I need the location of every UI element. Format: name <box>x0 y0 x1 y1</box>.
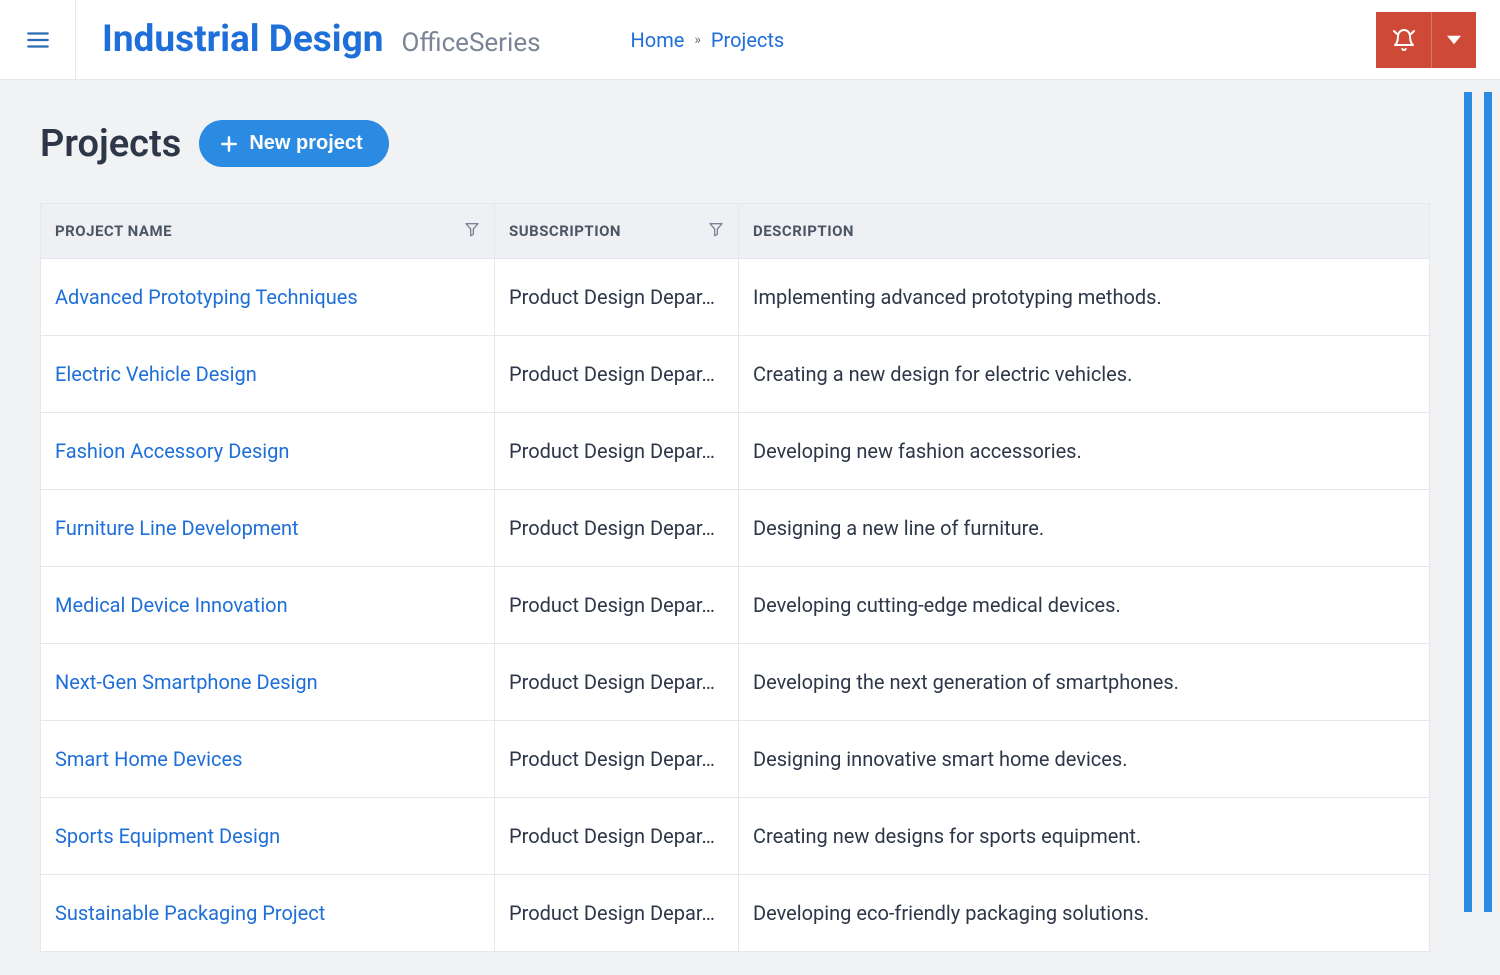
project-subscription: Product Design Depar… <box>495 336 739 413</box>
project-description: Implementing advanced prototyping method… <box>739 259 1430 336</box>
user-menu-button[interactable] <box>1432 12 1476 68</box>
table-row: Medical Device InnovationProduct Design … <box>41 567 1430 644</box>
project-name-link[interactable]: Advanced Prototyping Techniques <box>41 259 495 336</box>
project-description: Developing the next generation of smartp… <box>739 644 1430 721</box>
project-description: Developing new fashion accessories. <box>739 413 1430 490</box>
breadcrumb: Home » Projects <box>631 28 785 52</box>
table-row: Electric Vehicle DesignProduct Design De… <box>41 336 1430 413</box>
project-description: Designing a new line of furniture. <box>739 490 1430 567</box>
project-name-link[interactable]: Furniture Line Development <box>41 490 495 567</box>
column-label: Project Name <box>55 222 172 240</box>
project-name-link[interactable]: Electric Vehicle Design <box>41 336 495 413</box>
project-name-link[interactable]: Fashion Accessory Design <box>41 413 495 490</box>
brand: Industrial Design OfficeSeries <box>76 18 541 61</box>
project-description: Developing eco-friendly packaging soluti… <box>739 875 1430 952</box>
filter-icon <box>708 221 724 237</box>
bell-icon <box>1392 28 1416 52</box>
project-description: Creating new designs for sports equipmen… <box>739 798 1430 875</box>
table-row: Advanced Prototyping TechniquesProduct D… <box>41 259 1430 336</box>
table-row: Next-Gen Smartphone DesignProduct Design… <box>41 644 1430 721</box>
projects-table: Project Name Subscription Description Ad… <box>40 203 1430 952</box>
scroll-indicator[interactable] <box>1464 92 1472 912</box>
brand-secondary: OfficeSeries <box>401 28 540 58</box>
project-subscription: Product Design Depar… <box>495 413 739 490</box>
breadcrumb-separator: » <box>694 32 701 48</box>
filter-button[interactable] <box>464 221 480 241</box>
project-subscription: Product Design Depar… <box>495 798 739 875</box>
brand-primary[interactable]: Industrial Design <box>102 18 383 61</box>
project-subscription: Product Design Depar… <box>495 490 739 567</box>
project-name-link[interactable]: Sports Equipment Design <box>41 798 495 875</box>
table-row: Fashion Accessory DesignProduct Design D… <box>41 413 1430 490</box>
column-label: Description <box>753 222 854 240</box>
project-subscription: Product Design Depar… <box>495 644 739 721</box>
table-row: Sustainable Packaging ProjectProduct Des… <box>41 875 1430 952</box>
project-description: Creating a new design for electric vehic… <box>739 336 1430 413</box>
main-content: Projects New project Project Name Subscr… <box>0 80 1500 975</box>
caret-down-icon <box>1447 33 1461 47</box>
notifications-button[interactable] <box>1376 12 1432 68</box>
filter-icon <box>464 221 480 237</box>
filter-button[interactable] <box>708 221 724 241</box>
hamburger-icon <box>25 27 51 53</box>
breadcrumb-current[interactable]: Projects <box>711 28 784 52</box>
page-header: Projects New project <box>40 120 1460 167</box>
plus-icon <box>219 134 239 154</box>
column-label: Subscription <box>509 222 621 240</box>
header-actions <box>1376 12 1476 68</box>
project-subscription: Product Design Depar… <box>495 567 739 644</box>
project-subscription: Product Design Depar… <box>495 721 739 798</box>
page-title: Projects <box>40 122 181 166</box>
breadcrumb-home[interactable]: Home <box>631 28 685 52</box>
column-header-subscription[interactable]: Subscription <box>495 204 739 259</box>
project-name-link[interactable]: Sustainable Packaging Project <box>41 875 495 952</box>
project-name-link[interactable]: Next-Gen Smartphone Design <box>41 644 495 721</box>
menu-button[interactable] <box>0 0 76 80</box>
column-header-description[interactable]: Description <box>739 204 1430 259</box>
new-project-button[interactable]: New project <box>199 120 388 167</box>
scroll-indicator[interactable] <box>1484 92 1492 912</box>
project-description: Designing innovative smart home devices. <box>739 721 1430 798</box>
project-name-link[interactable]: Smart Home Devices <box>41 721 495 798</box>
project-subscription: Product Design Depar… <box>495 259 739 336</box>
app-header: Industrial Design OfficeSeries Home » Pr… <box>0 0 1500 80</box>
project-subscription: Product Design Depar… <box>495 875 739 952</box>
column-header-name[interactable]: Project Name <box>41 204 495 259</box>
project-name-link[interactable]: Medical Device Innovation <box>41 567 495 644</box>
new-project-label: New project <box>249 132 362 155</box>
table-row: Furniture Line DevelopmentProduct Design… <box>41 490 1430 567</box>
project-description: Developing cutting-edge medical devices. <box>739 567 1430 644</box>
table-row: Smart Home DevicesProduct Design Depar…D… <box>41 721 1430 798</box>
table-row: Sports Equipment DesignProduct Design De… <box>41 798 1430 875</box>
